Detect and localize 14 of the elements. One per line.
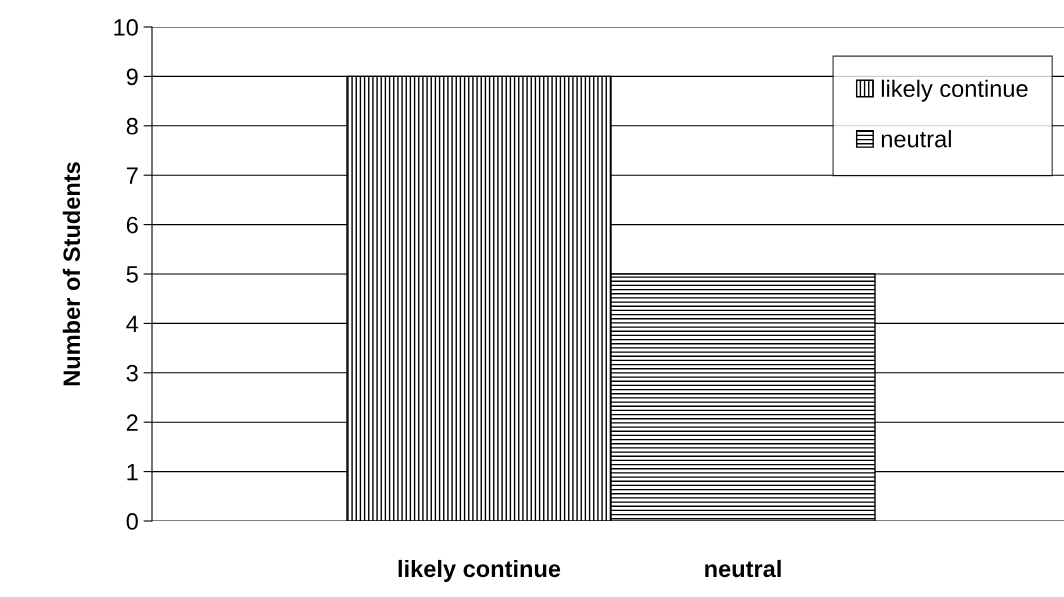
legend-label: neutral: [881, 130, 951, 148]
y-tick-label: 7: [126, 167, 138, 184]
y-tick-label: 4: [126, 315, 139, 332]
legend-label: likely continue: [881, 79, 1028, 102]
y-tick-label: 1: [127, 463, 138, 481]
y-tick-label: 5: [126, 266, 138, 283]
y-tick-label: 3: [126, 364, 138, 382]
y-tick-label: 0: [126, 513, 138, 530]
y-tick-label: 2: [126, 414, 138, 431]
y-tick-label: 9: [126, 68, 138, 86]
y-tick-label: 6: [126, 216, 138, 234]
y-tick-label: 8: [126, 117, 138, 135]
y-tick-label: 10: [114, 19, 138, 36]
y-axis-title: Number of Students: [62, 162, 81, 386]
